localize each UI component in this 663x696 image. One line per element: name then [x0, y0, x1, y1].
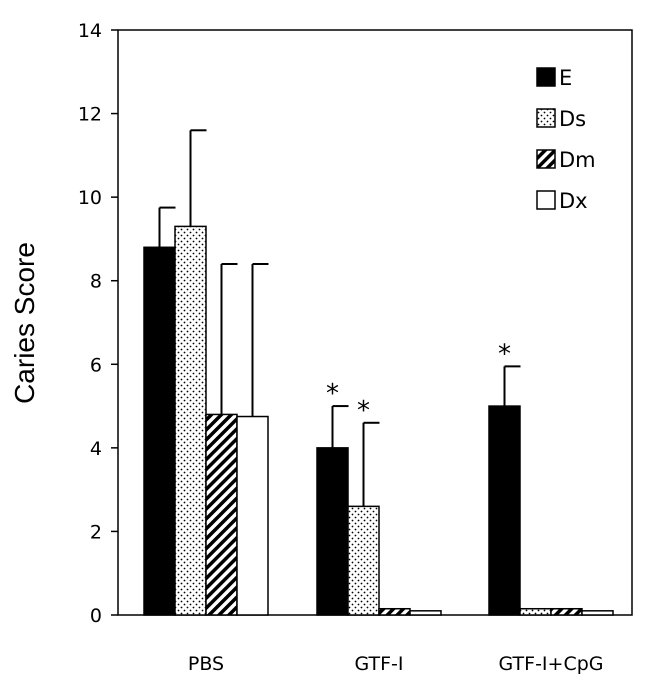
y-tick-label: 8	[90, 271, 102, 293]
bar-dm-1	[378, 607, 411, 616]
bar-dx-0	[236, 415, 269, 616]
significance-marker: *	[498, 339, 511, 369]
bar-ds-2	[519, 607, 552, 616]
legend-label-e: E	[559, 66, 572, 90]
bar-e-1	[316, 447, 349, 616]
legend-label-dx: Dx	[559, 189, 588, 213]
significance-marker: *	[357, 396, 370, 426]
legend-label-dm: Dm	[559, 148, 596, 172]
legend: E Ds Dm Dx	[536, 66, 596, 213]
y-tick-label: 6	[90, 354, 102, 376]
y-tick-label: 12	[78, 104, 102, 126]
y-axis: 0 2 4 6 8 10 12 14	[78, 20, 118, 627]
legend-swatch-dx	[536, 190, 556, 210]
legend-label-ds: Ds	[559, 107, 586, 131]
x-category-label: PBS	[188, 653, 224, 675]
y-tick-label: 14	[78, 20, 102, 42]
x-axis: PBS GTF-I GTF-I+CpG	[188, 653, 604, 675]
x-category-label: GTF-I+CpG	[498, 653, 603, 675]
bar-e-2	[488, 405, 521, 616]
bar-ds-1	[347, 505, 380, 616]
bar-dx-2	[581, 610, 614, 616]
y-tick-label: 4	[90, 438, 102, 460]
bar-dm-0	[205, 413, 238, 616]
bar-dm-2	[550, 607, 583, 616]
y-tick-label: 10	[78, 187, 102, 209]
significance-marker: *	[326, 379, 339, 409]
y-tick-label: 2	[90, 521, 102, 543]
x-category-label: GTF-I	[354, 653, 403, 675]
bar-ds-0	[174, 225, 207, 616]
y-tick-label: 0	[90, 605, 102, 627]
bar-dx-1	[409, 610, 442, 616]
legend-swatch-dm	[536, 149, 556, 169]
legend-swatch-ds	[536, 108, 556, 128]
bars: * * *	[143, 129, 614, 616]
y-axis-title: Caries Score	[9, 242, 40, 404]
legend-swatch-e	[536, 67, 556, 87]
bar-e-0	[143, 246, 176, 616]
